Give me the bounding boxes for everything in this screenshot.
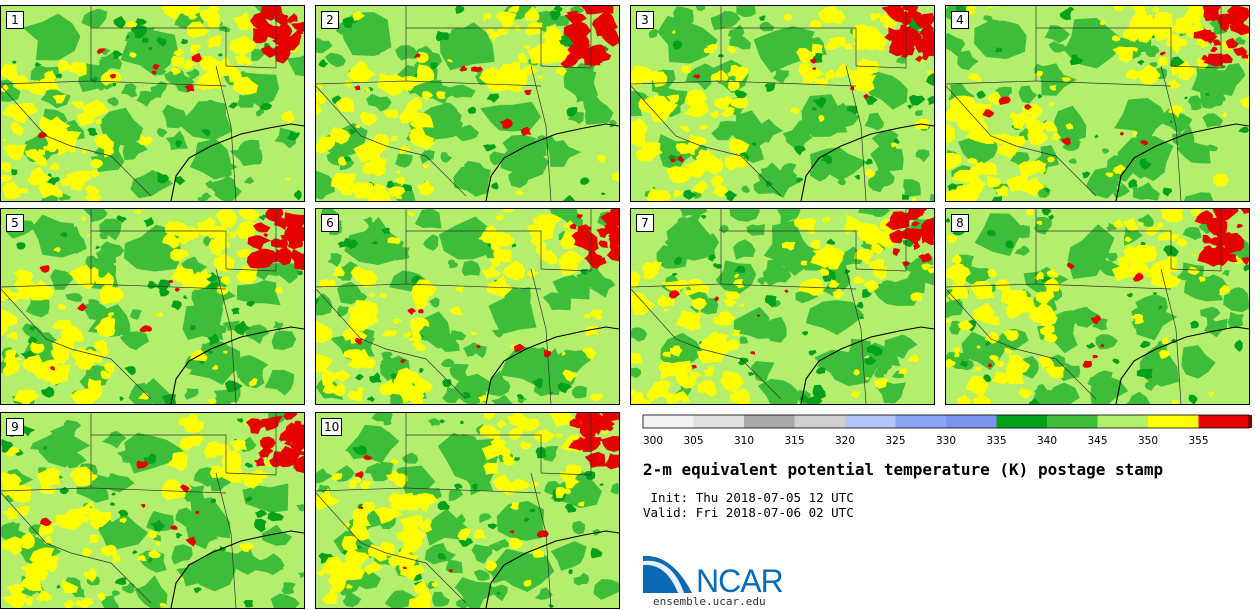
colorbar-tick-320: 320 [835, 435, 855, 447]
colorbar-segment-1 [693, 415, 744, 428]
stamp-map-8 [946, 209, 1249, 404]
stamp-label-3: 3 [636, 11, 654, 29]
logo-url: ensemble.ucar.edu [653, 595, 766, 608]
valid-value: Fri 2018-07-06 02 UTC [695, 505, 854, 520]
colorbar-tick-335: 335 [986, 435, 1006, 447]
colorbar-tick-340: 340 [1037, 435, 1057, 447]
colorbar-segment-0 [643, 415, 694, 428]
postage-stamp-8: 8 [945, 208, 1250, 405]
init-label: Init: [650, 490, 689, 505]
init-value: Thu 2018-07-05 12 UTC [695, 490, 854, 505]
colorbar-segment-7 [996, 415, 1047, 428]
valid-label: Valid: [643, 505, 689, 520]
colorbar-segment-12 [1249, 415, 1252, 428]
ncar-logo-text: NCAR [696, 563, 783, 595]
colorbar-tick-350: 350 [1138, 435, 1158, 447]
stamp-label-4: 4 [951, 11, 969, 29]
postage-stamp-3: 3 [630, 5, 935, 202]
init-time: Init: Thu 2018-07-05 12 UTC [643, 490, 854, 505]
colorbar-tick-345: 345 [1087, 435, 1107, 447]
colorbar-tick-305: 305 [683, 435, 703, 447]
colorbar-tick-355: 355 [1188, 435, 1208, 447]
stamp-label-5: 5 [6, 214, 24, 232]
colorbar-segment-9 [1097, 415, 1148, 428]
stamp-label-1: 1 [6, 11, 24, 29]
postage-stamp-9: 9 [0, 412, 305, 609]
colorbar-tick-315: 315 [784, 435, 804, 447]
stamp-map-10 [316, 413, 619, 608]
postage-stamp-4: 4 [945, 5, 1250, 202]
colorbar-segment-8 [1047, 415, 1098, 428]
stamp-label-10: 10 [321, 418, 343, 436]
colorbar-segment-2 [744, 415, 795, 428]
stamp-map-6 [316, 209, 619, 404]
ncar-logo: NCAR [643, 555, 784, 595]
colorbar-segment-4 [845, 415, 896, 428]
chart-title: 2-m equivalent potential temperature (K)… [643, 460, 1164, 479]
colorbar-segment-3 [794, 415, 845, 428]
colorbar-segment-6 [946, 415, 997, 428]
stamp-map-2 [316, 6, 619, 201]
stamp-label-9: 9 [6, 418, 24, 436]
colorbar: 300 305 310 315 320 325 330 335 340 345 350 355 [642, 414, 1252, 447]
stamp-map-5 [1, 209, 304, 404]
colorbar-frame [642, 414, 1250, 429]
stamp-label-7: 7 [636, 214, 654, 232]
stamp-label-2: 2 [321, 11, 339, 29]
stamp-label-8: 8 [951, 214, 969, 232]
colorbar-segment-10 [1148, 415, 1199, 428]
postage-stamp-10: 10 [315, 412, 620, 609]
colorbar-segment-5 [895, 415, 946, 428]
colorbar-tick-325: 325 [885, 435, 905, 447]
postage-stamp-1: 1 [0, 5, 305, 202]
postage-stamp-7: 7 [630, 208, 935, 405]
postage-stamp-2: 2 [315, 5, 620, 202]
stamp-map-1 [1, 6, 304, 201]
colorbar-tick-330: 330 [936, 435, 956, 447]
colorbar-segment-11 [1198, 415, 1249, 428]
stamp-map-7 [631, 209, 934, 404]
ncar-logo-swoosh-light [643, 560, 684, 593]
stamp-map-3 [631, 6, 934, 201]
valid-time: Valid: Fri 2018-07-06 02 UTC [643, 505, 854, 520]
colorbar-tick-310: 310 [734, 435, 754, 447]
postage-stamp-5: 5 [0, 208, 305, 405]
stamp-label-6: 6 [321, 214, 339, 232]
postage-stamp-6: 6 [315, 208, 620, 405]
stamp-map-9 [1, 413, 304, 608]
colorbar-tick-300: 300 [643, 435, 663, 447]
stamp-map-4 [946, 6, 1249, 201]
